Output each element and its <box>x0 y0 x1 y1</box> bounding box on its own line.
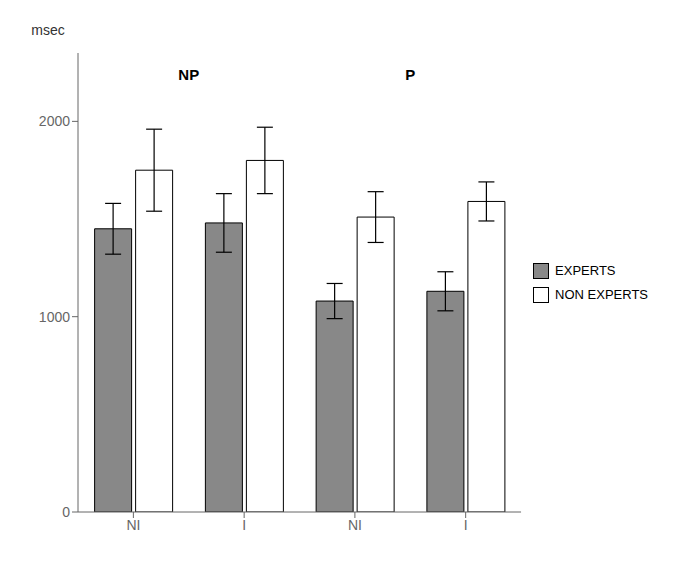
svg-text:2000: 2000 <box>39 113 70 129</box>
svg-text:msec: msec <box>31 22 64 38</box>
svg-text:NI: NI <box>126 517 140 533</box>
svg-text:0: 0 <box>62 504 70 520</box>
svg-text:I: I <box>242 517 246 533</box>
svg-text:1000: 1000 <box>39 309 70 325</box>
html-text:EXPERTS: EXPERTS <box>555 263 616 278</box>
svg-text:I: I <box>464 517 468 533</box>
svg-text:NP: NP <box>178 66 199 83</box>
html-text:NON EXPERTS: NON EXPERTS <box>555 287 648 302</box>
svg-text:P: P <box>405 66 415 83</box>
svg-text:NI: NI <box>348 517 362 533</box>
